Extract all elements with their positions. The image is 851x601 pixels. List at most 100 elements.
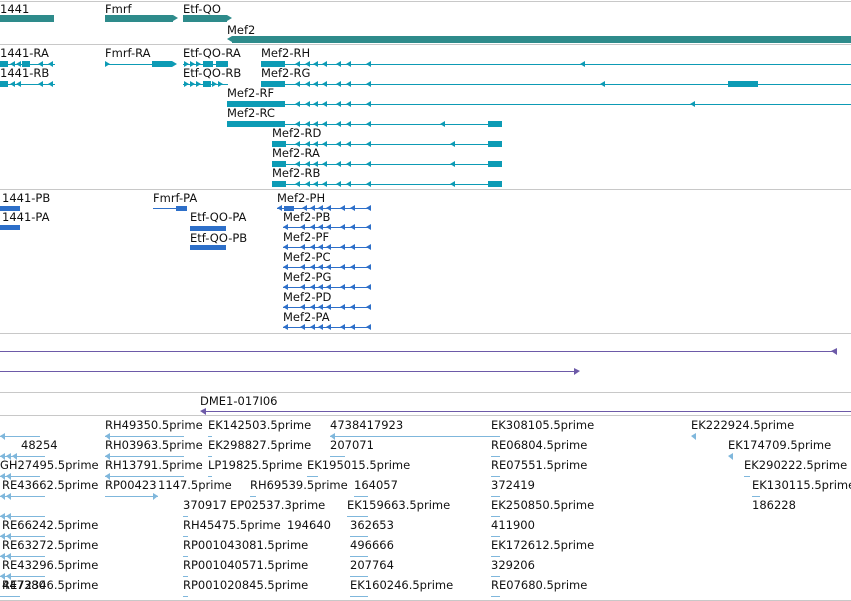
- est-label[interactable]: RP001043081.5prime: [183, 538, 309, 552]
- transcript-label[interactable]: 1441-RA: [0, 46, 49, 60]
- est-label[interactable]: EK160246.5prime: [350, 578, 454, 592]
- est-label[interactable]: RH49350.5prime: [105, 418, 203, 432]
- protein-label[interactable]: Mef2-PA: [283, 310, 330, 324]
- gene-label-fmrf[interactable]: Fmrf: [105, 2, 132, 16]
- est-label[interactable]: EK130115.5prime: [752, 478, 851, 492]
- transcript-label[interactable]: Etf-QO-RA: [183, 46, 241, 60]
- gene-feature-fmrf[interactable]: [105, 15, 173, 22]
- est-label[interactable]: RP001040571.5prime: [183, 558, 309, 572]
- est-label[interactable]: EK290222.5prime: [744, 458, 848, 472]
- track-divider: [0, 392, 851, 393]
- protein-label[interactable]: 1441-PB: [2, 191, 51, 205]
- est-label[interactable]: RE43662.5prime: [2, 478, 99, 492]
- est-label[interactable]: GH27495.5prime: [0, 458, 99, 472]
- est-label[interactable]: EK222924.5prime: [691, 418, 795, 432]
- est-label[interactable]: 411900: [491, 518, 535, 532]
- gene-feature-etf-qo[interactable]: [183, 15, 227, 22]
- est-label[interactable]: 207764: [350, 558, 394, 572]
- gene-arrow-mef2: [227, 36, 232, 42]
- gene-arrow-fmrf: [173, 15, 178, 21]
- est-label[interactable]: EK142503.5prime: [208, 418, 312, 432]
- protein-label[interactable]: Mef2-PD: [283, 290, 332, 304]
- transcript-label[interactable]: 1441-RB: [0, 66, 50, 80]
- gene-label-1441[interactable]: 1441: [0, 2, 30, 16]
- est-label[interactable]: RE66242.5prime: [2, 518, 99, 532]
- est-label[interactable]: EK195015.5prime: [307, 458, 411, 472]
- est-label[interactable]: LP19825.5prime: [208, 458, 303, 472]
- est-label[interactable]: 496666: [350, 538, 394, 552]
- est-label[interactable]: 164057: [354, 478, 398, 492]
- est-label[interactable]: RE43296.5prime: [2, 558, 99, 572]
- transcript-label[interactable]: Fmrf-RA: [105, 46, 151, 60]
- protein-label[interactable]: Etf-QO-PB: [190, 231, 248, 245]
- est-label[interactable]: EP02537.3prime: [230, 498, 326, 512]
- est-label-447380[interactable]: 447380: [2, 578, 46, 592]
- protein-label[interactable]: Mef2-PC: [283, 250, 331, 264]
- gene-label-mef2[interactable]: Mef2: [227, 23, 256, 37]
- clone-track: DME1-017I06: [0, 393, 851, 415]
- transcript-label[interactable]: Mef2-RD: [272, 126, 322, 140]
- est-label[interactable]: 186228: [752, 498, 796, 512]
- clone-label[interactable]: DME1-017I06: [200, 394, 278, 408]
- est-label[interactable]: EK298827.5prime: [208, 438, 312, 452]
- protein-track: 1441-PB 1441-PA Fmrf-PA Etf-QO-PA Etf-QO…: [0, 190, 851, 333]
- gene-feature-1441[interactable]: [0, 15, 54, 22]
- est-label[interactable]: RP001020845.5prime: [183, 578, 309, 592]
- protein-label[interactable]: Mef2-PF: [283, 230, 330, 244]
- protein-label[interactable]: Mef2-PH: [277, 191, 326, 205]
- track-divider: [0, 415, 851, 416]
- transcript-label[interactable]: Mef2-RC: [227, 106, 275, 120]
- est-label[interactable]: EK159663.5prime: [347, 498, 451, 512]
- est-label[interactable]: 370917: [183, 498, 227, 512]
- est-label[interactable]: RH13791.5prime: [105, 458, 203, 472]
- est-label[interactable]: 1147.5prime: [158, 478, 232, 492]
- protein-label[interactable]: Etf-QO-PA: [190, 210, 247, 224]
- est-label[interactable]: RE72346.5prime: [2, 578, 99, 592]
- track-divider: [0, 189, 851, 190]
- est-label[interactable]: RH69539.5prime: [250, 478, 348, 492]
- transcript-label[interactable]: Mef2-RH: [261, 46, 311, 60]
- gene-track: 1441 Fmrf Etf-QO Mef2: [0, 0, 851, 43]
- protein-label[interactable]: Fmrf-PA: [153, 191, 198, 205]
- track-divider: [0, 333, 851, 334]
- gene-label-etf-qo[interactable]: Etf-QO: [183, 2, 221, 16]
- est-label[interactable]: 48254: [21, 438, 58, 452]
- repeat-glyphs[interactable]: [0, 334, 851, 392]
- transcript-track: 1441-RA 1441-RB Fmrf-RA Etf-QO-RA Etf-QO…: [0, 45, 851, 188]
- est-track: RH49350.5prime EK142503.5prime 473841792…: [0, 416, 851, 600]
- transcript-label[interactable]: Etf-QO-RB: [183, 66, 242, 80]
- est-label[interactable]: 372419: [491, 478, 535, 492]
- est-label[interactable]: 329206: [491, 558, 535, 572]
- est-label[interactable]: EK250850.5prime: [491, 498, 595, 512]
- protein-label[interactable]: Mef2-PG: [283, 270, 332, 284]
- protein-glyphs[interactable]: [0, 190, 851, 333]
- transcript-glyphs[interactable]: [0, 45, 851, 188]
- transcript-label[interactable]: Mef2-RG: [261, 66, 311, 80]
- track-divider: [0, 1, 851, 2]
- est-label[interactable]: RH45475.5prime: [183, 518, 281, 532]
- transcript-label[interactable]: Mef2-RB: [272, 166, 321, 180]
- est-label[interactable]: RE63272.5prime: [2, 538, 99, 552]
- est-label[interactable]: RE07680.5prime: [491, 578, 588, 592]
- gene-arrow-etf-qo: [227, 15, 232, 21]
- est-label[interactable]: EK174709.5prime: [728, 438, 832, 452]
- est-label[interactable]: 194640: [287, 518, 331, 532]
- gene-feature-mef2[interactable]: [232, 36, 851, 43]
- protein-label[interactable]: Mef2-PB: [283, 210, 331, 224]
- transcript-label[interactable]: Mef2-RF: [227, 86, 275, 100]
- est-label[interactable]: RP00423: [105, 478, 157, 492]
- track-divider: [0, 44, 851, 45]
- est-label[interactable]: 4738417923: [330, 418, 404, 432]
- est-label[interactable]: 207071: [330, 438, 374, 452]
- est-label[interactable]: RE06804.5prime: [491, 438, 588, 452]
- est-label[interactable]: RE07551.5prime: [491, 458, 588, 472]
- repeat-track: [0, 334, 851, 392]
- transcript-label[interactable]: Mef2-RA: [272, 146, 320, 160]
- clone-glyph[interactable]: [0, 393, 851, 415]
- est-label[interactable]: 362653: [350, 518, 394, 532]
- est-glyphs[interactable]: [0, 416, 851, 600]
- protein-label[interactable]: 1441-PA: [2, 210, 50, 224]
- est-label[interactable]: EK308105.5prime: [491, 418, 595, 432]
- est-label[interactable]: RH03963.5prime: [105, 438, 203, 452]
- est-label[interactable]: EK172612.5prime: [491, 538, 595, 552]
